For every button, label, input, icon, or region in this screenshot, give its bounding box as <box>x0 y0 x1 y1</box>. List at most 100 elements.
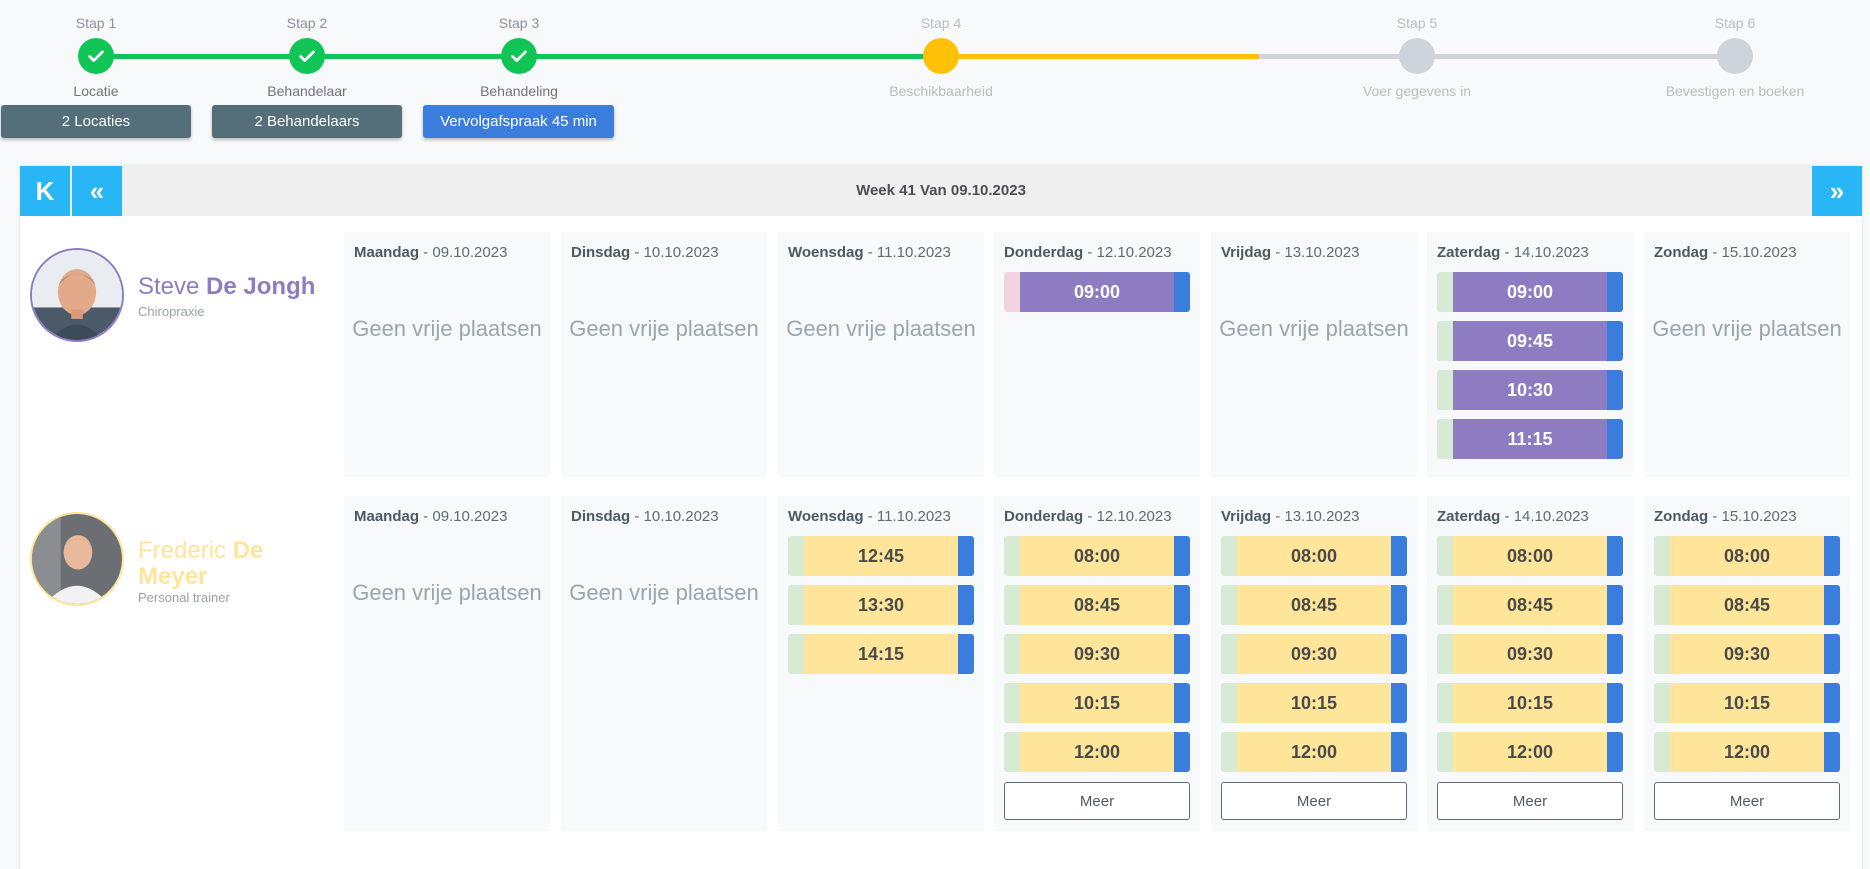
slot-left-accent <box>1437 321 1453 361</box>
time-slot-button[interactable]: 12:45 <box>788 536 974 576</box>
step-label: Voer gegevens in <box>1362 83 1472 99</box>
practitioner-last-name: De Meyer <box>138 537 264 590</box>
day-name: Woensdag <box>788 244 864 261</box>
slot-time: 09:30 <box>1670 634 1824 674</box>
treatment-button[interactable]: Vervolgafspraak 45 min <box>423 105 614 138</box>
previous-week-button[interactable]: « <box>72 166 122 216</box>
time-slot-button[interactable]: 14:15 <box>788 634 974 674</box>
no-availability-text: Geen vrije plaatsen <box>352 580 542 605</box>
time-slot-button[interactable]: 09:30 <box>1221 634 1407 674</box>
day-column: Zaterdag - 14.10.2023 09:00 09:45 10:30 11:1… <box>1427 232 1633 477</box>
slot-time: 10:15 <box>1020 683 1174 723</box>
more-slots-button[interactable]: Meer <box>1437 782 1623 820</box>
practitioners-button[interactable]: 2 Behandelaars <box>212 105 402 138</box>
time-slot-button[interactable]: 09:00 <box>1437 272 1623 312</box>
day-date: - 13.10.2023 <box>1271 508 1360 525</box>
week-title: Week 41 Van 09.10.2023 <box>856 182 1026 199</box>
slot-time: 09:00 <box>1020 272 1174 312</box>
time-slot-button[interactable]: 08:45 <box>1004 585 1190 625</box>
day-name: Maandag <box>354 244 420 261</box>
day-header: Dinsdag - 10.10.2023 <box>571 244 719 261</box>
time-slot-button[interactable]: 10:30 <box>1437 370 1623 410</box>
day-date: - 14.10.2023 <box>1500 244 1589 261</box>
slot-left-accent <box>1654 683 1670 723</box>
slot-left-accent <box>1437 634 1453 674</box>
day-date: - 10.10.2023 <box>630 244 719 261</box>
slot-right-accent <box>1824 732 1840 772</box>
time-slot-button[interactable]: 12:00 <box>1654 732 1840 772</box>
time-slot-button[interactable]: 09:00 <box>1004 272 1190 312</box>
slot-time: 08:00 <box>1237 536 1391 576</box>
day-date: - 14.10.2023 <box>1500 508 1589 525</box>
slot-time: 10:15 <box>1237 683 1391 723</box>
slot-left-accent <box>1654 536 1670 576</box>
slot-right-accent <box>1391 585 1407 625</box>
practitioner-role: Chiropraxie <box>138 304 205 319</box>
slot-time: 11:15 <box>1453 419 1607 459</box>
time-slot-button[interactable]: 10:15 <box>1654 683 1840 723</box>
day-header: Vrijdag - 13.10.2023 <box>1221 508 1359 525</box>
slot-time: 09:30 <box>1020 634 1174 674</box>
slot-left-accent <box>1221 732 1237 772</box>
step-1[interactable]: Stap 1 Locatie <box>0 14 196 100</box>
day-header: Zondag - 15.10.2023 <box>1654 244 1797 261</box>
time-slot-button[interactable]: 09:30 <box>1437 634 1623 674</box>
time-slot-button[interactable]: 08:00 <box>1437 536 1623 576</box>
slot-left-accent <box>1437 585 1453 625</box>
day-date: - 15.10.2023 <box>1708 244 1797 261</box>
time-slot-button[interactable]: 12:00 <box>1221 732 1407 772</box>
step-label: Bevestigen en boeken <box>1665 83 1805 99</box>
day-name: Zaterdag <box>1437 244 1501 261</box>
next-week-button[interactable]: » <box>1812 166 1862 216</box>
day-name: Vrijdag <box>1221 244 1272 261</box>
time-slot-button[interactable]: 12:00 <box>1004 732 1190 772</box>
slot-right-accent <box>1391 683 1407 723</box>
slot-left-accent <box>1654 732 1670 772</box>
day-column: Vrijdag - 13.10.2023 Geen vrije plaatsen <box>1211 232 1417 477</box>
practitioner-row: Steve De Jongh Chiropraxie Maandag - 09.10… <box>20 232 1862 477</box>
slot-left-accent <box>1437 536 1453 576</box>
time-slot-button[interactable]: 08:45 <box>1221 585 1407 625</box>
slot-left-accent <box>788 585 804 625</box>
slot-time: 14:15 <box>804 634 958 674</box>
slot-right-accent <box>1174 634 1190 674</box>
practitioner-info: Frederic De Meyer Personal trainer <box>30 512 340 612</box>
time-slot-button[interactable]: 10:15 <box>1221 683 1407 723</box>
step-number: Stap 1 <box>75 15 117 31</box>
time-slot-button[interactable]: 09:45 <box>1437 321 1623 361</box>
step-4: Stap 4 Beschikbaarheid <box>841 14 1041 100</box>
slot-right-accent <box>958 634 974 674</box>
day-date: - 10.10.2023 <box>630 508 719 525</box>
more-slots-button[interactable]: Meer <box>1004 782 1190 820</box>
time-slot-button[interactable]: 08:00 <box>1221 536 1407 576</box>
time-slot-button[interactable]: 13:30 <box>788 585 974 625</box>
slot-left-accent <box>1221 634 1237 674</box>
time-slot-button[interactable]: 08:00 <box>1004 536 1190 576</box>
locations-button[interactable]: 2 Locaties <box>1 105 191 138</box>
time-slot-button[interactable]: 12:00 <box>1437 732 1623 772</box>
slot-right-accent <box>1174 585 1190 625</box>
more-slots-button[interactable]: Meer <box>1221 782 1407 820</box>
time-slot-button[interactable]: 08:45 <box>1654 585 1840 625</box>
time-slot-button[interactable]: 10:15 <box>1004 683 1190 723</box>
no-availability-text: Geen vrije plaatsen <box>1219 316 1409 341</box>
time-slot-button[interactable]: 09:30 <box>1004 634 1190 674</box>
practitioner-last-name: De Jongh <box>206 273 316 300</box>
time-slot-button[interactable]: 08:45 <box>1437 585 1623 625</box>
slot-time: 12:00 <box>1020 732 1174 772</box>
day-column: Vrijdag - 13.10.2023 08:00 08:45 09:30 10:15… <box>1211 496 1417 831</box>
slot-right-accent <box>1607 585 1623 625</box>
time-slot-button[interactable]: 11:15 <box>1437 419 1623 459</box>
day-name: Zondag <box>1654 508 1709 525</box>
time-slot-button[interactable]: 10:15 <box>1437 683 1623 723</box>
time-slot-button[interactable]: 08:00 <box>1654 536 1840 576</box>
day-column: Maandag - 09.10.2023 Geen vrije plaatsen <box>344 496 550 831</box>
day-date: - 11.10.2023 <box>863 244 951 261</box>
time-slot-button[interactable]: 09:30 <box>1654 634 1840 674</box>
first-week-button[interactable]: K <box>20 166 70 216</box>
slot-right-accent <box>958 536 974 576</box>
step-2[interactable]: Stap 2 Behandelaar <box>207 14 407 100</box>
more-slots-button[interactable]: Meer <box>1654 782 1840 820</box>
step-3[interactable]: Stap 3 Behandeling <box>419 14 619 100</box>
day-column: Maandag - 09.10.2023 Geen vrije plaatsen <box>344 232 550 477</box>
